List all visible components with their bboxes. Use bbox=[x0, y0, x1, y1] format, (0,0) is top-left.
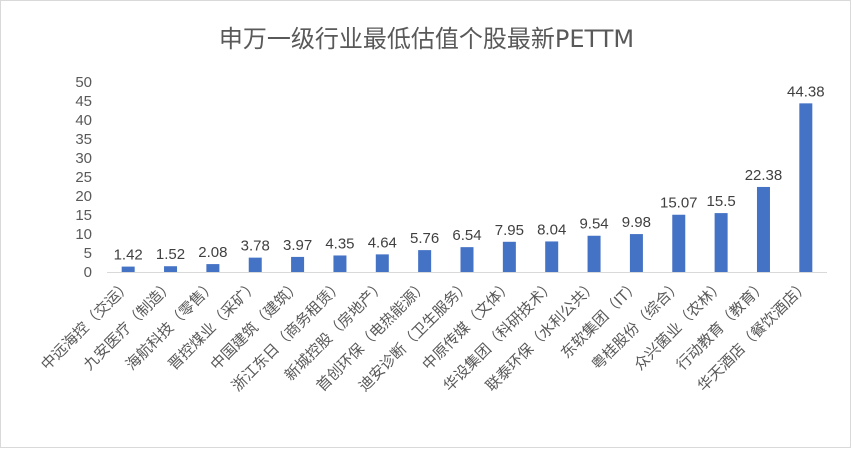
bar bbox=[121, 266, 135, 272]
bar bbox=[502, 241, 516, 272]
y-tick-label: 50 bbox=[75, 74, 92, 91]
bar bbox=[545, 241, 559, 272]
bar bbox=[756, 186, 770, 272]
data-label: 6.54 bbox=[452, 227, 481, 244]
y-tick-label: 0 bbox=[84, 264, 92, 281]
data-label: 1.42 bbox=[114, 247, 143, 264]
data-label: 9.98 bbox=[622, 214, 651, 231]
data-label: 22.38 bbox=[745, 167, 783, 184]
data-label: 2.08 bbox=[198, 244, 227, 261]
bar bbox=[333, 255, 347, 272]
y-tick-label: 35 bbox=[75, 131, 92, 148]
data-label: 4.64 bbox=[368, 234, 397, 251]
data-label: 15.5 bbox=[707, 193, 736, 210]
bar bbox=[291, 256, 305, 272]
bar bbox=[714, 213, 728, 272]
y-tick-label: 10 bbox=[75, 226, 92, 243]
bar bbox=[375, 254, 389, 272]
y-tick-label: 20 bbox=[75, 188, 92, 205]
data-label: 5.76 bbox=[410, 230, 439, 247]
chart-title: 申万一级行业最低估值个股最新PETTM bbox=[218, 25, 635, 53]
y-tick-label: 45 bbox=[75, 93, 92, 110]
y-tick-label: 30 bbox=[75, 150, 92, 167]
y-tick-label: 15 bbox=[75, 207, 92, 224]
bar bbox=[587, 235, 601, 272]
bar bbox=[206, 264, 220, 272]
bar bbox=[248, 257, 262, 272]
bar bbox=[164, 266, 178, 272]
data-label: 7.95 bbox=[495, 222, 524, 239]
data-label: 9.54 bbox=[579, 216, 608, 233]
data-label: 1.52 bbox=[156, 246, 185, 263]
bar bbox=[799, 103, 813, 272]
bar bbox=[418, 250, 432, 272]
data-label: 3.97 bbox=[283, 237, 312, 254]
y-tick-label: 25 bbox=[75, 169, 92, 186]
bar bbox=[460, 247, 474, 272]
data-label: 3.78 bbox=[241, 238, 270, 255]
bar bbox=[629, 234, 643, 272]
y-tick-label: 5 bbox=[84, 245, 92, 262]
data-label: 44.38 bbox=[787, 83, 825, 100]
data-label: 4.35 bbox=[325, 235, 354, 252]
y-tick-label: 40 bbox=[75, 112, 92, 129]
data-label: 15.07 bbox=[660, 195, 698, 212]
data-label: 8.04 bbox=[537, 221, 566, 238]
bar bbox=[672, 214, 686, 272]
